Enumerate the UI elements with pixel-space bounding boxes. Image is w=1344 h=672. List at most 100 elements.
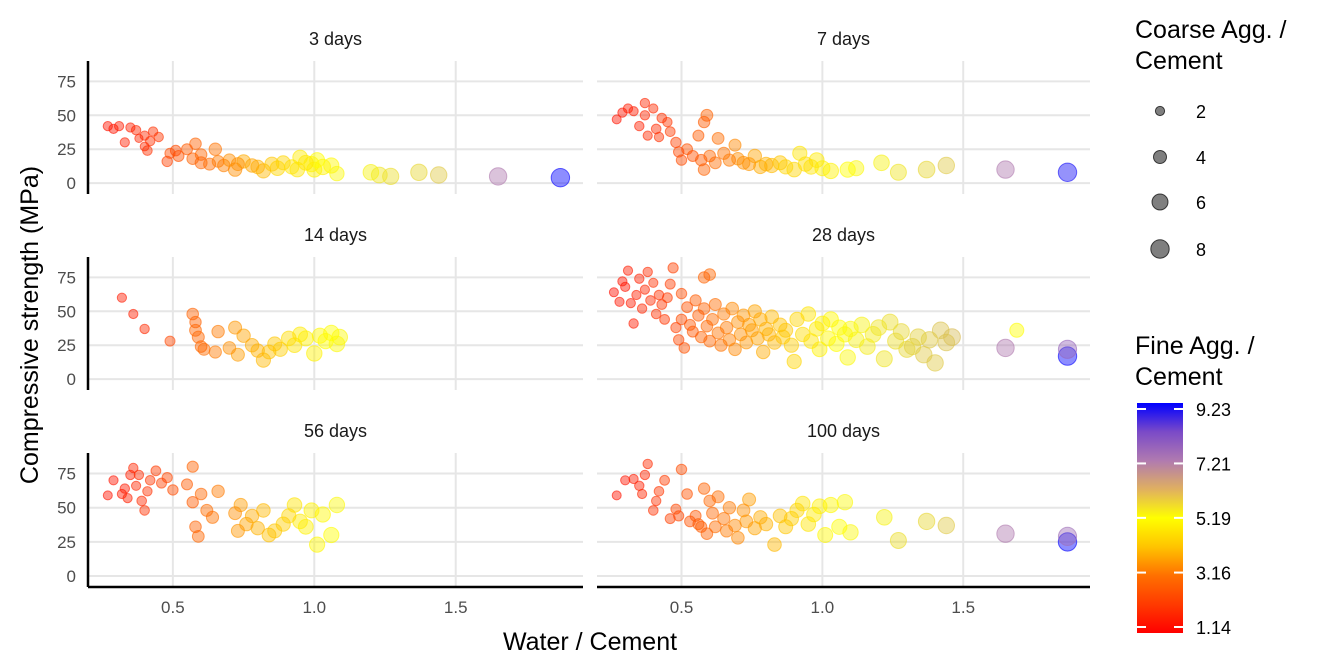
data-point	[876, 509, 893, 526]
data-point	[722, 501, 737, 515]
data-point	[920, 331, 939, 349]
data-point	[244, 158, 260, 173]
data-point	[839, 349, 856, 366]
data-point	[639, 97, 651, 109]
data-point	[695, 330, 708, 344]
data-point	[731, 531, 745, 545]
size-legend-key	[1154, 105, 1166, 117]
data-point	[684, 318, 696, 331]
y-tick-label: 25	[57, 336, 76, 355]
data-point	[306, 161, 323, 178]
data-point	[848, 160, 865, 177]
data-point	[761, 327, 776, 342]
facet-panel: 100 days 0.5 1.0 1.5	[597, 421, 1090, 617]
data-point	[139, 130, 150, 141]
facet-panels: 3 days 0 25 50 75 7 days 14 days 0 25 50 75 28 days…	[57, 29, 1090, 617]
data-point	[230, 523, 245, 538]
data-point	[634, 273, 645, 284]
size-legend: Coarse Agg. / Cement 2 4 6 8	[1135, 16, 1287, 260]
data-point	[144, 475, 156, 486]
data-point	[323, 526, 340, 544]
data-point	[692, 309, 705, 322]
data-point	[122, 493, 133, 504]
x-tick-label: 1.0	[811, 598, 835, 617]
data-point	[281, 508, 297, 524]
data-point	[1057, 526, 1078, 547]
data-point	[164, 335, 176, 347]
data-point	[550, 168, 571, 188]
data-point	[153, 131, 164, 143]
data-point	[659, 474, 670, 486]
data-point	[164, 147, 176, 159]
data-point	[208, 345, 222, 359]
size-legend-title: Coarse Agg. /	[1135, 16, 1287, 44]
data-point	[656, 112, 668, 124]
data-point	[625, 298, 636, 309]
data-point	[628, 106, 639, 117]
data-point	[736, 503, 751, 518]
data-point	[937, 333, 956, 352]
data-point	[622, 103, 634, 114]
data-point	[134, 133, 144, 143]
color-legend-label: 7.21	[1196, 454, 1231, 474]
y-tick-label: 75	[57, 465, 76, 484]
data-point	[711, 132, 725, 145]
data-point	[410, 163, 428, 182]
y-tick-label: 50	[57, 106, 76, 125]
data-point	[653, 131, 665, 143]
facet-title: 100 days	[807, 421, 880, 441]
size-legend-label: 2	[1196, 102, 1206, 122]
data-point	[742, 157, 757, 172]
data-point	[996, 338, 1015, 358]
data-point	[703, 494, 717, 508]
data-point	[244, 338, 260, 353]
y-tick-label: 25	[57, 140, 76, 159]
data-point	[648, 505, 659, 516]
data-point	[703, 268, 717, 281]
data-point	[659, 314, 670, 325]
data-point	[108, 123, 119, 134]
data-point	[1057, 339, 1078, 359]
data-point	[281, 330, 297, 347]
data-point	[620, 281, 631, 292]
x-tick-label: 1.5	[444, 598, 468, 617]
data-point	[889, 532, 907, 549]
data-point	[753, 312, 768, 327]
data-point	[172, 150, 185, 162]
data-point	[614, 296, 625, 307]
data-point	[653, 289, 665, 301]
data-point	[720, 524, 734, 538]
data-point	[875, 350, 893, 368]
data-point	[664, 513, 676, 525]
data-point	[742, 492, 757, 507]
data-point	[631, 289, 642, 301]
x-tick-label: 1.0	[302, 598, 326, 617]
data-point	[864, 326, 882, 343]
data-point	[873, 154, 890, 172]
data-point	[764, 309, 780, 325]
facet-title: 3 days	[309, 29, 362, 49]
x-axis-title: Water / Cement	[503, 628, 677, 656]
data-point	[692, 129, 705, 142]
data-point	[814, 315, 831, 332]
data-point	[831, 518, 848, 535]
data-point	[889, 163, 907, 181]
facet-title: 7 days	[817, 29, 870, 49]
data-point	[189, 520, 202, 534]
data-point	[870, 319, 888, 337]
data-point	[233, 497, 248, 513]
data-point	[250, 343, 265, 358]
color-legend-label: 3.16	[1196, 564, 1231, 584]
data-point	[648, 277, 659, 288]
color-legend-title: Cement	[1135, 363, 1223, 391]
data-point	[136, 495, 147, 507]
data-point	[634, 120, 645, 132]
data-point	[937, 156, 955, 175]
data-point	[648, 103, 659, 114]
data-point	[697, 271, 711, 284]
data-point	[753, 159, 768, 175]
data-point	[778, 322, 794, 338]
data-point	[717, 512, 731, 526]
data-point	[708, 298, 722, 311]
data-point	[645, 295, 656, 306]
